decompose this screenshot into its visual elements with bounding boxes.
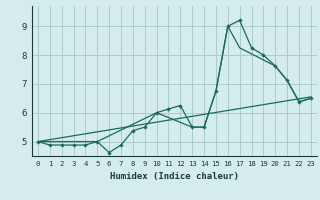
X-axis label: Humidex (Indice chaleur): Humidex (Indice chaleur) (110, 172, 239, 181)
